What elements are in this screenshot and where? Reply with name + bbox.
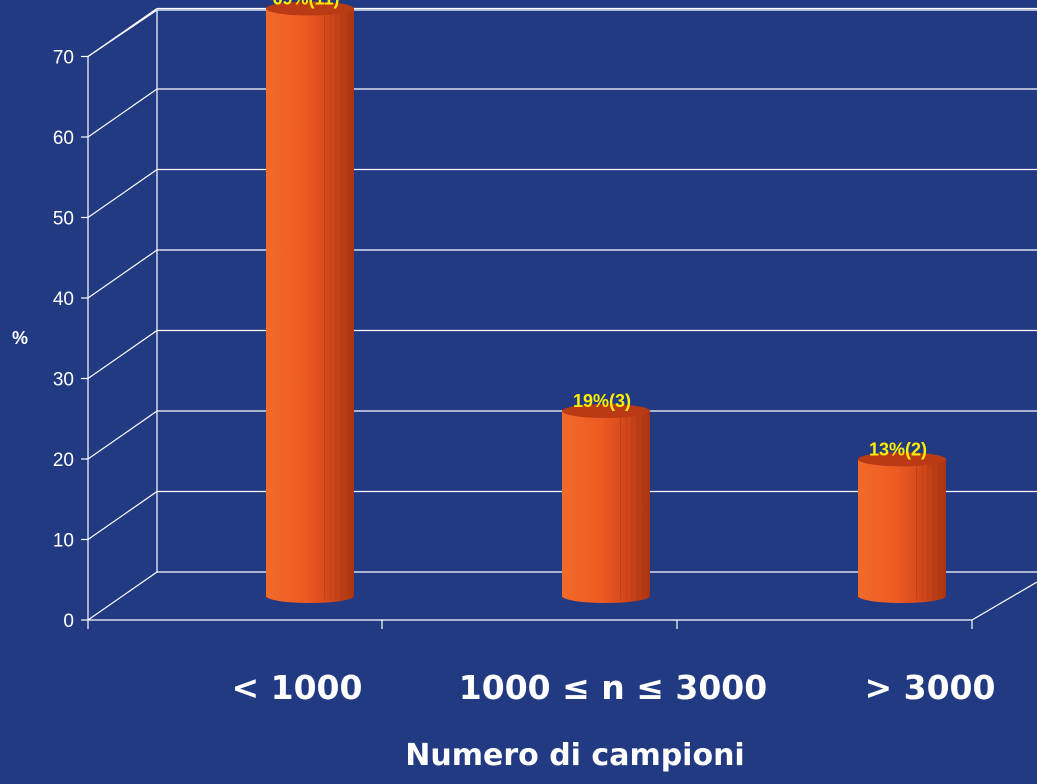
y-tick-label: 50 [53, 209, 74, 230]
x-axis-label: Numero di campioni [405, 738, 745, 773]
data-label: 13%(2) [869, 439, 927, 459]
data-label: 69%(11) [272, 0, 339, 9]
bar [266, 1, 354, 604]
bar [562, 404, 650, 603]
x-tick-label-lt-1000: < 1000 [231, 668, 363, 707]
side-wall-line [87, 249, 158, 299]
floor-right-edge [971, 581, 1037, 621]
y-axis-label: % [12, 328, 29, 348]
bar-body [562, 411, 650, 603]
y-tick-label: 40 [53, 289, 74, 310]
data-labels: 69%(11) 19%(3) 13%(2) [272, 0, 927, 459]
side-wall-line [87, 88, 158, 138]
side-wall-line [87, 491, 158, 540]
y-tick-label: 0 [63, 611, 74, 632]
bars [266, 1, 946, 604]
side-wall-line [87, 330, 158, 379]
x-tick-label-1000-3000: 1000 ≤ n ≤ 3000 [458, 668, 768, 707]
y-tick-label: 30 [53, 370, 74, 391]
side-wall-line [87, 169, 158, 218]
bar-top [266, 1, 354, 16]
side-wall-line [87, 410, 158, 460]
bar-top [858, 452, 946, 467]
bar-top [562, 404, 650, 419]
y-tick-label: 10 [53, 531, 74, 552]
bar [858, 452, 946, 603]
data-label: 19%(3) [573, 391, 631, 411]
y-tick-label: 70 [53, 48, 74, 69]
y-tick-label: 60 [53, 128, 74, 149]
bar-body [858, 459, 946, 603]
side-wall-line [87, 571, 158, 621]
y-axis-ticks: 0 10 20 30 40 50 60 70 [53, 48, 88, 632]
bar-body [266, 8, 354, 604]
side-wall-line [87, 9, 158, 57]
x-tick-label-gt-3000: > 3000 [864, 668, 996, 707]
y-tick-label: 20 [53, 450, 74, 471]
